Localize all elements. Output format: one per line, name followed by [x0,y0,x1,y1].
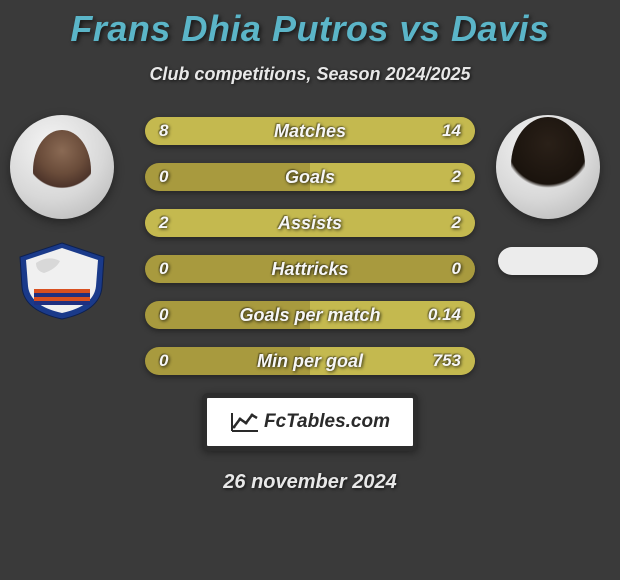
brand-text: FcTables.com [264,411,390,433]
stat-bar: 0Hattricks0 [145,255,475,283]
stat-bar: 0Goals per match0.14 [145,301,475,329]
stat-bar: 2Assists2 [145,209,475,237]
stat-bar: 0Goals2 [145,163,475,191]
stat-value-right: 0 [452,259,461,279]
stat-label: Goals [145,167,475,188]
comparison-card: Frans Dhia Putros vs Davis Club competit… [0,0,620,494]
stat-value-right: 753 [433,351,461,371]
stat-label: Matches [145,121,475,142]
player-left-avatar [10,115,114,219]
stat-label: Min per goal [145,351,475,372]
brand-chart-icon [230,411,260,433]
stat-value-right: 2 [452,213,461,233]
stat-label: Hattricks [145,259,475,280]
content-area: 8Matches140Goals22Assists20Hattricks00Go… [0,117,620,494]
stat-bar: 8Matches14 [145,117,475,145]
subtitle: Club competitions, Season 2024/2025 [0,64,620,85]
stat-value-right: 2 [452,167,461,187]
date-text: 26 november 2024 [0,471,620,494]
stat-label: Goals per match [145,305,475,326]
player-right-club-pill [498,247,598,275]
brand-box: FcTables.com [202,393,418,451]
stat-value-right: 0.14 [428,305,461,325]
stat-label: Assists [145,213,475,234]
stat-bar: 0Min per goal753 [145,347,475,375]
stats-bars: 8Matches140Goals22Assists20Hattricks00Go… [145,117,475,375]
player-right-column [496,115,600,275]
page-title: Frans Dhia Putros vs Davis [0,8,620,50]
player-right-avatar [496,115,600,219]
player-left-column [10,115,114,321]
stat-value-right: 14 [442,121,461,141]
player-left-club-badge [12,241,112,321]
